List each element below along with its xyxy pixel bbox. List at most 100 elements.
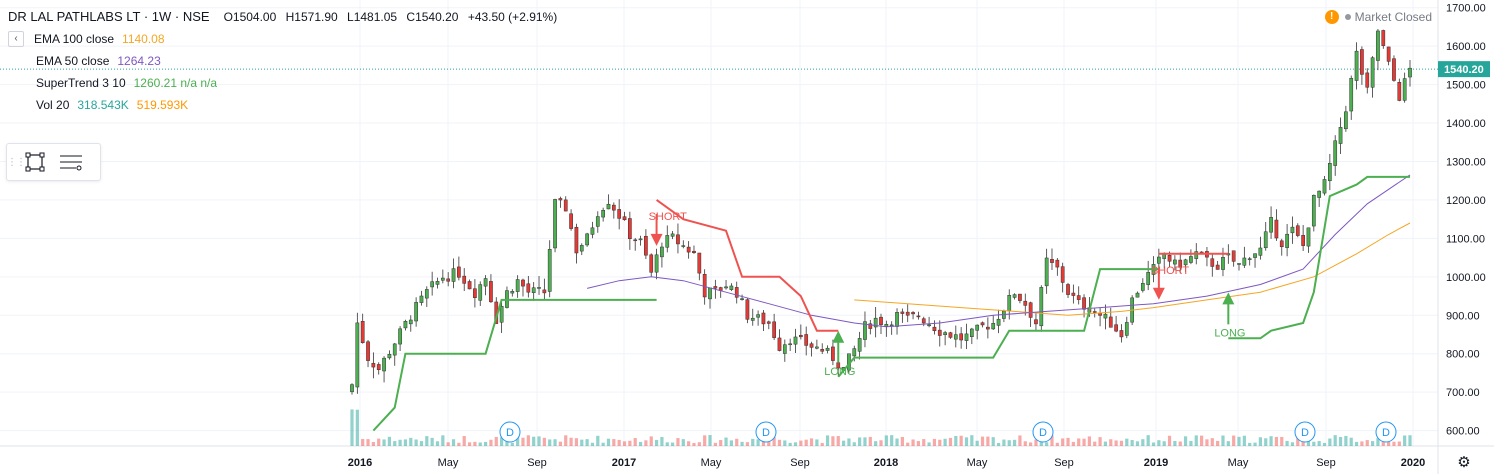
candle-body	[1242, 257, 1247, 266]
candle-body	[804, 334, 809, 346]
y-tick-label: 1200.00	[1446, 195, 1486, 207]
candle-body	[686, 246, 691, 253]
volume-bar	[398, 439, 402, 446]
volume-bar	[1135, 441, 1140, 446]
volume-bar	[585, 439, 589, 446]
volume-bar	[377, 438, 381, 446]
candle-body	[927, 324, 931, 327]
volume-bar	[793, 442, 798, 446]
candle-body	[1333, 140, 1338, 166]
volume-bar	[435, 441, 440, 446]
volume-bar	[868, 436, 872, 446]
candle-body	[724, 286, 728, 289]
candle-body	[1023, 300, 1028, 306]
ema50-label[interactable]: EMA 50 close	[36, 54, 110, 68]
volume-bar	[451, 439, 456, 446]
volume-bar	[1018, 435, 1022, 446]
volume-bar	[462, 436, 466, 446]
volume-bar	[1029, 442, 1033, 446]
candle-body	[1360, 49, 1364, 75]
volume-bar	[516, 435, 520, 446]
settings-lines-icon[interactable]	[53, 147, 89, 177]
candle-body	[670, 233, 675, 237]
candle-body	[579, 245, 584, 252]
ema100-label[interactable]: EMA 100 close	[34, 32, 115, 46]
candle-body	[1066, 284, 1070, 295]
candle-body	[964, 333, 969, 341]
volume-bar	[532, 436, 536, 446]
candle-body	[585, 233, 589, 246]
status-dot-icon	[1344, 14, 1351, 20]
x-tick-label: 2016	[348, 457, 372, 469]
dividend-marker[interactable]	[1375, 421, 1397, 443]
volume-bar	[1258, 437, 1262, 446]
dividend-marker[interactable]	[755, 421, 777, 443]
candle-body	[1376, 30, 1380, 61]
candle-body	[879, 316, 883, 326]
candle-body	[697, 252, 702, 274]
volume-bar	[441, 435, 445, 446]
rectangle-tool-icon[interactable]	[17, 147, 53, 177]
dividend-marker[interactable]	[499, 421, 521, 443]
candle-body	[387, 353, 392, 359]
volume-bar	[852, 442, 856, 446]
warning-icon[interactable]: !	[1324, 10, 1339, 24]
x-tick-label: May	[438, 457, 459, 469]
last-price-label: 1540.20	[1444, 64, 1484, 76]
volume-bar	[986, 436, 990, 446]
ema50-line	[586, 174, 1411, 328]
candle-body	[606, 203, 611, 210]
candle-body	[1258, 247, 1263, 256]
dividend-marker[interactable]	[1032, 421, 1054, 443]
supertrend-label[interactable]: SuperTrend 3 10	[36, 76, 126, 90]
volume-bar	[1221, 435, 1225, 446]
volume-bar	[1248, 442, 1252, 446]
long-signal-label: LONG	[824, 366, 855, 378]
candle-body	[975, 324, 980, 331]
chart-legend: DR LAL PATHLABS LT · 1W · NSE O1504.00 H…	[8, 6, 563, 116]
collapse-legend-icon[interactable]: ‹	[8, 31, 24, 47]
volume-bar	[724, 437, 728, 446]
volume-bar	[665, 442, 669, 446]
volume-bar	[895, 438, 899, 446]
symbol-title[interactable]: DR LAL PATHLABS LT · 1W · NSE	[8, 9, 210, 24]
long-signal-label: LONG	[1214, 327, 1245, 339]
gear-icon[interactable]: ⚙	[1457, 454, 1470, 471]
volume-bar	[569, 437, 573, 446]
volume-bar	[425, 436, 429, 446]
volume-bar	[740, 441, 744, 446]
volume-bar	[1109, 439, 1113, 446]
drag-handle-icon[interactable]: ⋮⋮	[7, 156, 26, 168]
volume-bar	[970, 435, 974, 446]
candle-body	[654, 254, 659, 273]
volume-bar	[1370, 441, 1375, 446]
candle-body	[1408, 67, 1412, 78]
volume-label[interactable]: Vol 20	[36, 98, 70, 112]
candle-body	[809, 343, 814, 348]
candle-body	[991, 323, 996, 330]
dividend-marker[interactable]	[1294, 421, 1316, 443]
volume-bar	[799, 440, 803, 446]
volume-bar	[863, 437, 867, 446]
candle-body	[1055, 259, 1060, 268]
candle-body	[868, 323, 873, 329]
candle-body	[911, 312, 915, 315]
volume-bar	[922, 439, 926, 446]
volume-bar	[403, 439, 408, 446]
volume-bar	[1360, 441, 1364, 446]
volume-bar	[1232, 435, 1236, 446]
volume-bar	[1178, 441, 1182, 446]
volume-bar	[409, 437, 413, 446]
dividend-marker-label: D	[1382, 427, 1390, 439]
candle-body	[708, 287, 712, 300]
volume-bar	[975, 440, 979, 446]
candle-body	[355, 322, 360, 388]
volume-bar	[1301, 440, 1305, 446]
volume-bar	[1242, 435, 1246, 446]
volume-bar	[1162, 441, 1166, 446]
volume-bar	[1226, 441, 1230, 446]
volume-bar	[1002, 439, 1006, 446]
volume-bar	[564, 435, 568, 446]
volume-bar	[542, 437, 546, 446]
